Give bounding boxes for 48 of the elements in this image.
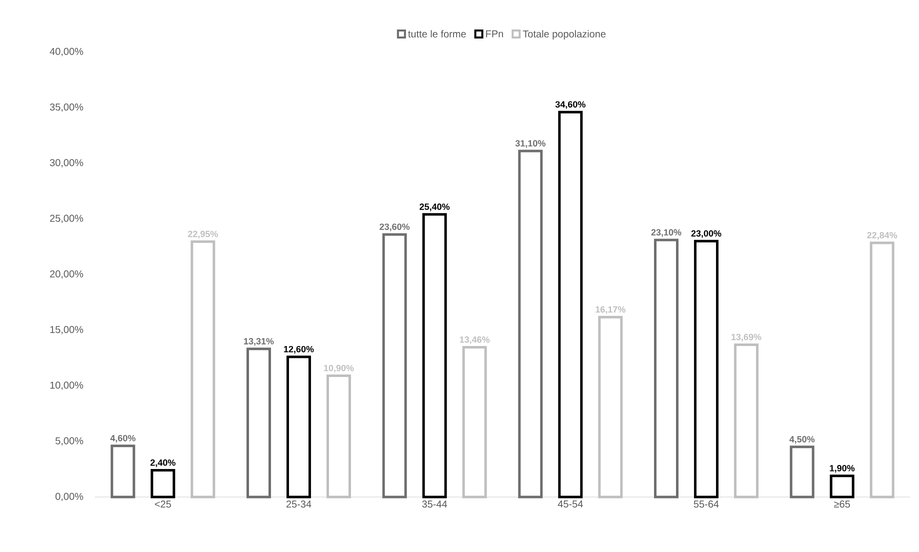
legend-label: FPn [486, 30, 503, 38]
data-label: 23,60% [380, 224, 410, 232]
bar [382, 233, 407, 498]
data-label: 4,60% [110, 434, 136, 443]
y-tick-label: 20,00% [50, 270, 84, 279]
x-tick-label: 45-54 [558, 500, 583, 508]
data-label: 13,46% [460, 336, 490, 344]
data-label: 25,40% [420, 204, 450, 212]
bar [830, 474, 854, 498]
data-label: 12,60% [284, 346, 314, 354]
data-label: 23,00% [691, 230, 722, 238]
data-label: 23,10% [651, 229, 682, 237]
bar [518, 150, 543, 498]
bar [694, 240, 718, 498]
bar [558, 110, 583, 498]
data-label: 13,69% [732, 334, 762, 342]
y-tick-label: 10,00% [50, 382, 84, 390]
y-tick-label: 5,00% [56, 437, 84, 446]
x-tick-label: 25-34 [286, 500, 312, 508]
x-tick-label: 55-64 [694, 500, 719, 508]
data-label: 16,17% [596, 306, 626, 314]
data-label: 31,10% [515, 140, 546, 148]
bar [110, 444, 136, 498]
legend-label: Totale popolazione [522, 30, 606, 40]
y-tick-label: 35,00% [50, 104, 84, 112]
legend-label: tutte le forme [408, 30, 466, 38]
x-tick-label: <25 [154, 500, 171, 508]
data-label: 2,40% [150, 459, 176, 468]
y-tick-label: 15,00% [50, 326, 84, 334]
data-label: 22,84% [867, 232, 898, 240]
bar [286, 356, 311, 498]
y-tick-label: 25,00% [50, 214, 84, 224]
data-label: 4,50% [789, 436, 815, 444]
y-tick-label: 0,00% [56, 492, 84, 502]
data-label: 1,90% [830, 464, 855, 473]
bar [790, 446, 814, 498]
data-label: 22,95% [188, 230, 218, 238]
x-tick-label: 35-44 [422, 500, 448, 508]
bar [246, 348, 271, 498]
bar [654, 238, 678, 498]
x-tick-label: ≥65 [834, 500, 850, 508]
data-label: 34,60% [555, 101, 586, 109]
bar [150, 469, 176, 498]
bar [422, 213, 447, 498]
data-label: 10,90% [324, 364, 354, 373]
y-tick-label: 30,00% [50, 159, 84, 168]
data-label: 13,31% [244, 338, 274, 346]
y-tick-label: 40,00% [50, 48, 84, 56]
